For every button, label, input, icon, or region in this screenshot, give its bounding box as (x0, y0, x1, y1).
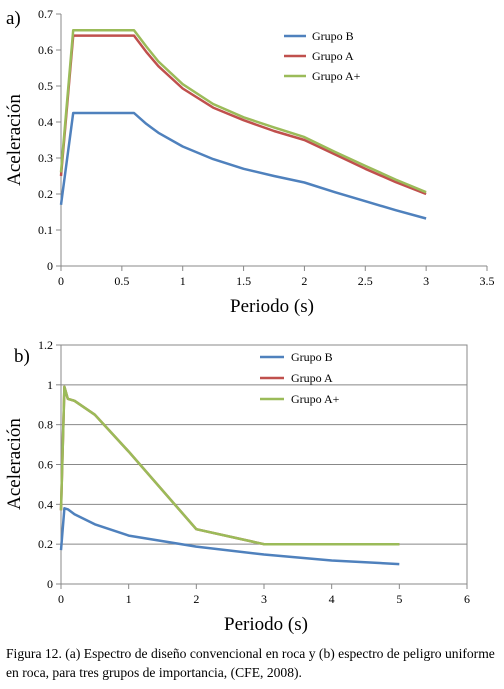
y-tick-label: 0 (47, 577, 53, 591)
x-tick-label: 3.5 (480, 274, 495, 288)
figure-caption: Figura 12. (a) Espectro de diseño conven… (6, 646, 495, 680)
y-axis-label: Aceleración (4, 418, 25, 510)
x-tick-label: 1.5 (236, 274, 251, 288)
y-tick-label: 0.4 (38, 497, 53, 511)
x-tick-label: 0 (58, 274, 64, 288)
y-tick-label: 0.2 (38, 537, 53, 551)
legend-label: Grupo A (291, 371, 333, 385)
y-tick-label: 0.3 (38, 151, 53, 165)
x-tick-label: 1 (126, 592, 132, 606)
panel-label: b) (14, 346, 30, 367)
y-tick-label: 0.8 (38, 418, 53, 432)
x-tick-label: 3 (423, 274, 429, 288)
x-tick-label: 3 (261, 592, 267, 606)
series-line-grupo-a- (59, 28, 427, 194)
y-tick-label: 0.6 (38, 458, 53, 472)
y-tick-label: 1.2 (38, 338, 53, 352)
series-line-grupo-b (59, 111, 427, 220)
x-tick-label: 0 (58, 592, 64, 606)
y-tick-label: 0.5 (38, 79, 53, 93)
y-tick-label: 0.1 (38, 223, 53, 237)
x-tick-label: 6 (464, 592, 470, 606)
x-tick-label: 0.5 (114, 274, 129, 288)
x-tick-label: 2 (193, 592, 199, 606)
series-line-grupo-a (59, 385, 400, 546)
legend-label: Grupo B (291, 350, 333, 364)
legend-label: Grupo A+ (291, 392, 340, 406)
x-tick-label: 5 (396, 592, 402, 606)
y-axis-label: Aceleración (4, 94, 25, 186)
y-tick-label: 0.6 (38, 43, 53, 57)
y-tick-label: 0.2 (38, 187, 53, 201)
legend-label: Grupo A (312, 49, 354, 63)
x-tick-label: 2.5 (358, 274, 373, 288)
y-tick-label: 0.7 (38, 7, 53, 21)
x-tick-label: 2 (301, 274, 307, 288)
x-axis-label: Periodo (s) (230, 296, 314, 317)
x-axis-label: Periodo (s) (224, 614, 308, 635)
legend-label: Grupo B (312, 29, 354, 43)
legend-label: Grupo A+ (312, 69, 361, 83)
series-line-grupo-a- (59, 385, 400, 546)
series-line-grupo-a (59, 34, 427, 196)
y-tick-label: 0 (47, 259, 53, 273)
panel-label: a) (6, 8, 21, 29)
y-tick-label: 1 (47, 378, 53, 392)
series-line-grupo-b (59, 507, 400, 566)
x-tick-label: 4 (329, 592, 335, 606)
y-tick-label: 0.4 (38, 115, 53, 129)
x-tick-label: 1 (180, 274, 186, 288)
